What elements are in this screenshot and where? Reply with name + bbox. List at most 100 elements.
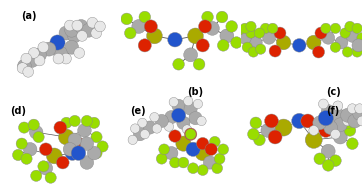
Point xyxy=(272,50,278,53)
Point xyxy=(262,27,268,30)
Point xyxy=(76,152,81,155)
Point xyxy=(19,142,25,145)
Point xyxy=(188,133,194,136)
Point xyxy=(70,152,75,155)
Point xyxy=(323,117,329,120)
Point xyxy=(337,123,343,126)
Point xyxy=(219,15,225,19)
Point xyxy=(25,70,31,73)
Point xyxy=(347,129,353,132)
Point xyxy=(242,36,248,39)
Point xyxy=(355,44,361,47)
Point xyxy=(75,24,80,27)
Point xyxy=(63,136,69,139)
Point xyxy=(176,104,181,107)
Point xyxy=(212,140,218,143)
Point xyxy=(132,127,138,130)
Point xyxy=(176,114,181,117)
Point xyxy=(345,50,350,53)
Point xyxy=(199,119,205,122)
Point xyxy=(277,32,283,35)
Point xyxy=(159,119,165,122)
Point xyxy=(214,167,220,170)
Point xyxy=(338,41,344,44)
Point xyxy=(100,145,105,148)
Point xyxy=(69,46,75,49)
Point xyxy=(154,127,160,130)
Point xyxy=(323,129,329,132)
Point xyxy=(269,119,274,122)
Point xyxy=(281,126,286,129)
Point xyxy=(41,46,46,49)
Point xyxy=(176,63,181,66)
Point xyxy=(342,32,348,35)
Point xyxy=(188,107,194,110)
Point xyxy=(142,44,148,47)
Point xyxy=(97,25,103,28)
Point xyxy=(316,50,321,53)
Point xyxy=(333,159,338,162)
Point xyxy=(91,121,97,124)
Point xyxy=(257,32,262,35)
Text: (c): (c) xyxy=(326,87,341,97)
Point xyxy=(76,142,81,145)
Point xyxy=(335,104,341,107)
Point xyxy=(345,119,350,122)
Point xyxy=(266,36,272,39)
Point xyxy=(184,128,190,131)
Point xyxy=(333,27,338,30)
Point xyxy=(172,161,178,164)
Point xyxy=(51,154,57,157)
Point xyxy=(311,138,317,141)
Point xyxy=(253,121,259,124)
Point xyxy=(236,29,242,32)
Point xyxy=(21,65,27,68)
Point xyxy=(37,53,42,56)
Point xyxy=(311,41,317,44)
Point xyxy=(318,32,324,35)
Point xyxy=(359,119,362,122)
Point xyxy=(84,119,90,122)
Point xyxy=(333,133,338,136)
Point xyxy=(224,34,230,37)
Point xyxy=(137,133,143,136)
Point xyxy=(136,25,142,28)
Point xyxy=(168,152,174,155)
Point xyxy=(63,57,69,60)
Point xyxy=(208,148,214,151)
Point xyxy=(78,25,84,28)
Point xyxy=(248,25,254,28)
Point xyxy=(171,101,177,104)
Point xyxy=(84,161,90,164)
Point xyxy=(265,129,271,132)
Point xyxy=(67,24,73,27)
Point xyxy=(152,34,157,37)
Point xyxy=(357,107,362,110)
Point xyxy=(181,121,186,124)
Point xyxy=(248,32,254,35)
Point xyxy=(72,119,78,122)
Point xyxy=(335,114,341,117)
Point xyxy=(200,44,206,47)
Point xyxy=(210,27,215,30)
Point xyxy=(317,157,323,160)
Point xyxy=(233,41,239,44)
Point xyxy=(202,25,208,28)
Point xyxy=(305,119,311,122)
Point xyxy=(200,142,206,145)
Point xyxy=(37,59,42,62)
Point xyxy=(270,27,275,30)
Point xyxy=(181,161,186,164)
Point xyxy=(242,27,248,30)
Point xyxy=(31,123,37,126)
Point xyxy=(181,142,186,145)
Point xyxy=(217,157,223,160)
Point xyxy=(185,100,191,103)
Point xyxy=(161,148,167,151)
Point xyxy=(188,133,194,136)
Point xyxy=(20,67,25,70)
Point xyxy=(195,102,201,105)
Point xyxy=(142,15,148,19)
Point xyxy=(317,121,323,124)
Point xyxy=(72,34,77,37)
